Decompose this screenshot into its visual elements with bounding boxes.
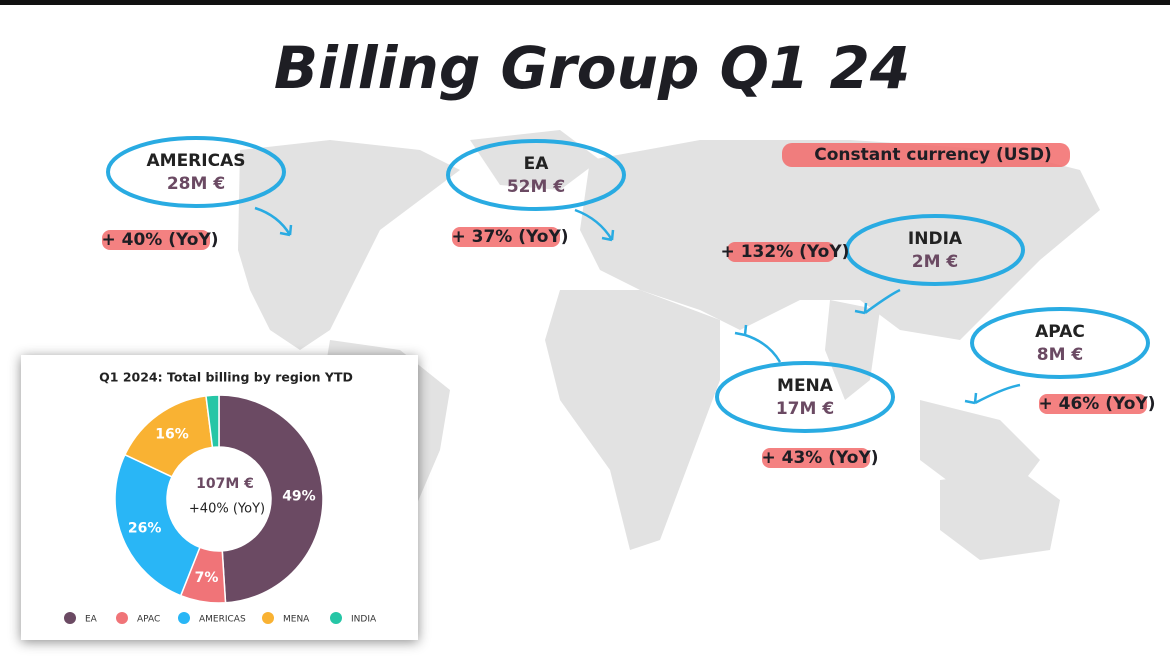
donut-slice xyxy=(205,394,220,449)
legend-label: APAC xyxy=(137,615,160,625)
growth-highlight xyxy=(762,448,870,468)
region-amount: 8M € xyxy=(1037,345,1084,365)
region-arrow xyxy=(574,208,615,242)
growth-highlight xyxy=(727,242,835,262)
region-name: AMERICAS xyxy=(147,151,246,171)
donut-chart: Q1 2024: Total billing by region YTD 49%… xyxy=(64,370,377,625)
region-name: INDIA xyxy=(908,229,963,249)
legend-label: EA xyxy=(85,615,98,625)
region-amount: 17M € xyxy=(776,399,834,419)
legend-label: MENA xyxy=(283,615,310,625)
chart-title: Q1 2024: Total billing by region YTD xyxy=(99,370,353,385)
growth-highlight xyxy=(102,230,210,250)
region-growth: + 132% (YoY) xyxy=(721,242,850,262)
slice-label: 49% xyxy=(282,488,316,504)
center-total: 107M € xyxy=(196,476,254,492)
slide-title: Billing Group Q1 24 xyxy=(274,34,910,102)
region-growth: + 40% (YoY) xyxy=(101,230,218,250)
region-growth: + 46% (YoY) xyxy=(1038,394,1155,414)
region-circle xyxy=(446,139,626,211)
top-bar xyxy=(0,0,1170,5)
regions: AMERICAS 28M € + 40% (YoY) EA 52M € + 37% (Yo… xyxy=(101,136,1156,468)
slice-label: 7% xyxy=(195,570,219,586)
region-growth: + 37% (YoY) xyxy=(451,227,568,247)
region-arrow xyxy=(254,206,293,237)
region-circle xyxy=(970,307,1150,379)
legend-dot xyxy=(116,612,128,624)
region-name: EA xyxy=(524,154,550,174)
legend-label: AMERICAS xyxy=(199,615,246,625)
region-name: APAC xyxy=(1035,322,1085,342)
region-growth: + 43% (YoY) xyxy=(761,448,878,468)
donut-slice xyxy=(218,394,324,604)
growth-highlight xyxy=(1039,394,1147,414)
region-amount: 2M € xyxy=(912,252,959,272)
currency-note: Constant currency (USD) xyxy=(814,145,1051,165)
donut-slice xyxy=(114,453,201,597)
growth-highlight xyxy=(452,227,560,247)
region-arrow xyxy=(734,324,782,363)
region-circle xyxy=(106,136,286,208)
legend-dot xyxy=(262,612,274,624)
slice-label: 26% xyxy=(128,520,162,536)
region-amount: 28M € xyxy=(167,174,225,194)
legend-dot xyxy=(64,612,76,624)
note-highlight xyxy=(782,143,1070,167)
region-amount: 52M € xyxy=(507,177,565,197)
region-arrow xyxy=(964,383,1021,405)
slice-label: 16% xyxy=(155,426,189,442)
legend-label: INDIA xyxy=(351,615,377,625)
legend-dot xyxy=(178,612,190,624)
legend-dot xyxy=(330,612,342,624)
region-circle xyxy=(845,214,1025,286)
region-arrow xyxy=(854,288,901,315)
region-circle xyxy=(715,361,895,433)
region-name: MENA xyxy=(777,376,834,396)
center-growth: +40% (YoY) xyxy=(189,502,265,517)
